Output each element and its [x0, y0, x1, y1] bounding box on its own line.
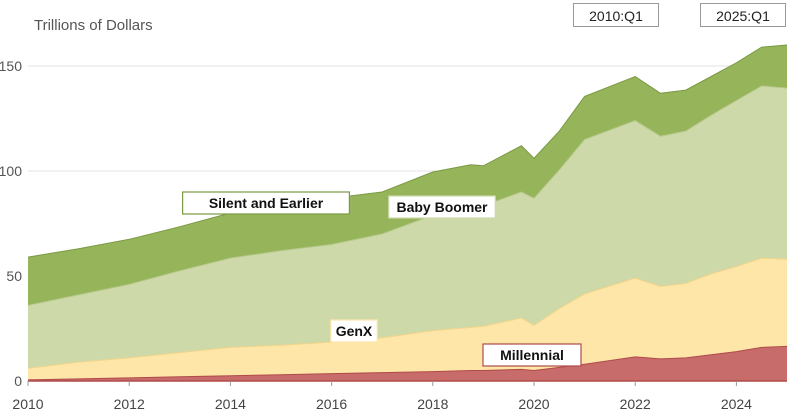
y-tick-label-150: 150	[0, 58, 22, 74]
annotation-label-baby-boomer: Baby Boomer	[396, 199, 488, 215]
y-tick-label-50: 50	[6, 268, 22, 284]
x-tick-label-2012: 2012	[114, 396, 145, 412]
annotation-box-millennial	[482, 343, 582, 367]
annotation-millennial: Millennial	[482, 343, 582, 367]
y-tick-label-100: 100	[0, 163, 22, 179]
y-tick-label-0: 0	[14, 373, 22, 389]
area-layer	[27, 44, 788, 381]
annotation-box-genx	[330, 319, 378, 343]
area-edge-genx	[27, 257, 788, 369]
annotation-genx: GenX	[330, 319, 378, 343]
area-edge-silent-and-earlier	[27, 44, 788, 258]
annotation-label-millennial: Millennial	[500, 347, 564, 363]
x-tick-label-2024: 2024	[721, 396, 752, 412]
area-edge-baby-boomer	[27, 85, 788, 306]
area-edge-millennial	[27, 345, 788, 381]
x-tick-label-2010: 2010	[12, 396, 43, 412]
axis-layer: 0 50 100 150 2010 2012 2014 2016 2018 2020 2022 202…	[0, 58, 787, 412]
x-tick-label-2020: 2020	[518, 396, 549, 412]
annotation-label-silent-and-earlier: Silent and Earlier	[209, 195, 324, 211]
annotation-baby-boomer: Baby Boomer	[388, 195, 496, 219]
label-layer: Silent and Earlier Baby Boomer GenX Millenn…	[182, 191, 582, 367]
annotation-label-genx: GenX	[336, 323, 373, 339]
range-start-button[interactable]: 2010:Q1	[573, 3, 659, 27]
area-series-silent-and-earlier	[28, 45, 787, 306]
x-tick-label-2022: 2022	[620, 396, 651, 412]
x-tick-label-2014: 2014	[215, 396, 246, 412]
range-end-button[interactable]: 2025:Q1	[700, 3, 786, 27]
area-series-baby-boomer	[28, 86, 787, 369]
area-series-millennial	[28, 346, 787, 381]
x-tick-label-2018: 2018	[417, 396, 448, 412]
area-series-genx	[28, 258, 787, 380]
x-tick-label-2016: 2016	[316, 396, 347, 412]
annotation-silent-and-earlier: Silent and Earlier	[182, 191, 351, 215]
annotation-box-baby-boomer	[388, 195, 496, 219]
y-axis-title: Trillions of Dollars	[34, 17, 153, 34]
annotation-box-silent-and-earlier	[182, 191, 351, 215]
